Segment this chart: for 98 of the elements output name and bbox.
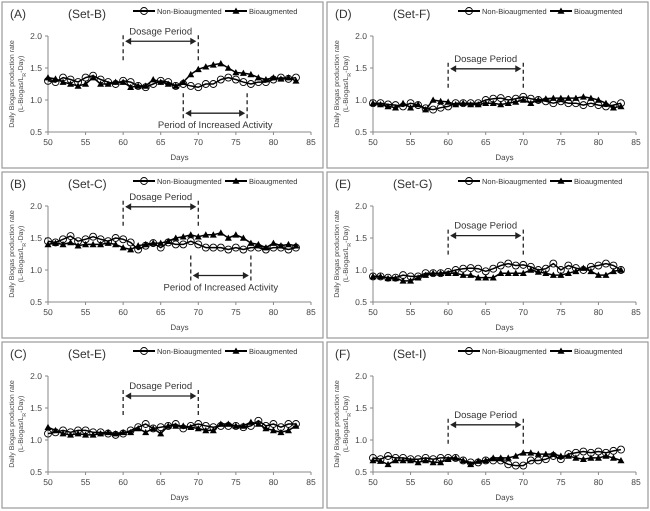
- x-tick-label: 75: [556, 137, 566, 147]
- y-tick-label: 2.0: [30, 31, 42, 41]
- x-tick-label: 55: [80, 307, 91, 317]
- y-tick-label: 2.0: [355, 201, 368, 211]
- x-axis-title: Days: [170, 323, 189, 332]
- annotation: Dosage Period: [454, 410, 518, 421]
- y-tick-label: 2.0: [355, 31, 368, 41]
- x-tick-label: 70: [194, 137, 204, 147]
- chart-title: (C): [10, 347, 27, 361]
- x-tick-label: 70: [518, 307, 528, 317]
- y-tick-label: 2.0: [355, 371, 368, 381]
- chart-subtitle: (Set-C): [68, 177, 107, 191]
- y-tick-label: 0.5: [30, 467, 42, 477]
- x-tick-label: 75: [231, 137, 241, 147]
- x-axis-title: Days: [170, 493, 189, 502]
- y-tick-label: 1.5: [30, 403, 42, 413]
- x-axis-title: Days: [495, 323, 514, 332]
- chart-title: (B): [10, 177, 26, 191]
- x-tick-label: 60: [118, 477, 128, 487]
- x-tick-label: 85: [631, 307, 641, 317]
- x-tick-label: 65: [156, 477, 166, 487]
- y-tick-label: 2.0: [30, 201, 42, 211]
- x-tick-label: 55: [406, 307, 416, 317]
- y-tick-label: 1.0: [355, 95, 368, 105]
- x-tick-label: 70: [194, 307, 204, 317]
- x-tick-label: 55: [406, 137, 416, 147]
- x-tick-label: 85: [306, 477, 316, 487]
- x-tick-label: 80: [268, 307, 278, 317]
- y-tick-label: 0.5: [355, 297, 368, 307]
- x-axis-title: Days: [495, 493, 514, 502]
- x-tick-label: 60: [118, 307, 128, 317]
- y-tick-label: 1.0: [355, 435, 368, 445]
- chart-title: (A): [10, 7, 26, 21]
- y-tick-label: 0.5: [355, 127, 368, 137]
- y-tick-label: 0.5: [355, 467, 368, 477]
- y-tick-label: 2.0: [30, 371, 42, 381]
- annotation: Period of Increased Activity: [158, 120, 273, 132]
- y-tick-label: 1.5: [355, 63, 368, 73]
- x-axis-title: Days: [495, 153, 514, 162]
- x-tick-label: 65: [480, 137, 491, 147]
- x-tick-label: 65: [156, 137, 166, 147]
- x-tick-label: 60: [443, 307, 454, 317]
- x-tick-label: 65: [156, 307, 166, 317]
- y-tick-label: 1.0: [30, 265, 42, 275]
- y-tick-label: 1.5: [355, 403, 368, 413]
- chart-subtitle: (Set-E): [68, 347, 106, 361]
- annotation: Dosage Period: [454, 54, 518, 65]
- y-tick-label: 1.0: [355, 265, 368, 275]
- y-tick-label: 0.5: [30, 127, 42, 137]
- x-tick-label: 75: [231, 307, 241, 317]
- annotation: Dosage Period: [129, 381, 192, 392]
- y-tick-label: 1.5: [30, 233, 42, 243]
- x-tick-label: 50: [368, 137, 378, 147]
- x-tick-label: 65: [480, 307, 491, 317]
- x-tick-label: 50: [368, 307, 378, 317]
- y-tick-label: 1.0: [30, 435, 42, 445]
- text: Dosage Period: [129, 192, 192, 203]
- x-tick-label: 50: [43, 477, 53, 487]
- x-tick-label: 80: [268, 137, 278, 147]
- chart-title: (D): [335, 7, 352, 21]
- x-tick-label: 75: [556, 477, 566, 487]
- chart-title: (F): [335, 347, 350, 361]
- y-tick-label: 0.5: [30, 297, 42, 307]
- annotation: Dosage Period: [454, 220, 518, 232]
- x-tick-label: 55: [80, 477, 91, 487]
- x-tick-label: 85: [631, 477, 641, 487]
- x-tick-label: 85: [306, 137, 316, 147]
- chart-subtitle: (Set-B): [68, 7, 106, 21]
- x-tick-label: 75: [556, 307, 566, 317]
- x-tick-label: 85: [306, 307, 316, 317]
- y-tick-label: 1.5: [30, 63, 42, 73]
- x-tick-label: 50: [43, 137, 53, 147]
- annotation: Dosage Period: [129, 26, 192, 38]
- x-tick-label: 80: [594, 137, 604, 147]
- chart-subtitle: (Set-F): [393, 7, 430, 21]
- annotation: Period of Increased Activity: [164, 282, 278, 294]
- y-tick-label: 1.5: [355, 233, 368, 243]
- x-tick-label: 50: [368, 477, 378, 487]
- x-tick-label: 70: [518, 137, 528, 147]
- chart-subtitle: (Set-G): [393, 177, 432, 191]
- x-axis-title: Days: [170, 153, 189, 162]
- x-tick-label: 60: [118, 137, 128, 147]
- x-tick-label: 60: [443, 137, 454, 147]
- x-tick-label: 55: [406, 477, 416, 487]
- x-tick-label: 60: [443, 477, 454, 487]
- chart-title: (E): [335, 177, 351, 191]
- y-tick-label: 1.0: [30, 95, 42, 105]
- x-tick-label: 65: [480, 477, 491, 487]
- x-tick-label: 70: [518, 477, 528, 487]
- x-tick-label: 85: [631, 137, 641, 147]
- x-tick-label: 80: [268, 477, 278, 487]
- x-tick-label: 50: [43, 307, 53, 317]
- chart-subtitle: (Set-I): [393, 347, 426, 361]
- x-tick-label: 80: [594, 307, 604, 317]
- x-tick-label: 55: [80, 137, 91, 147]
- x-tick-label: 70: [194, 477, 204, 487]
- x-tick-label: 75: [231, 477, 241, 487]
- x-tick-label: 80: [594, 477, 604, 487]
